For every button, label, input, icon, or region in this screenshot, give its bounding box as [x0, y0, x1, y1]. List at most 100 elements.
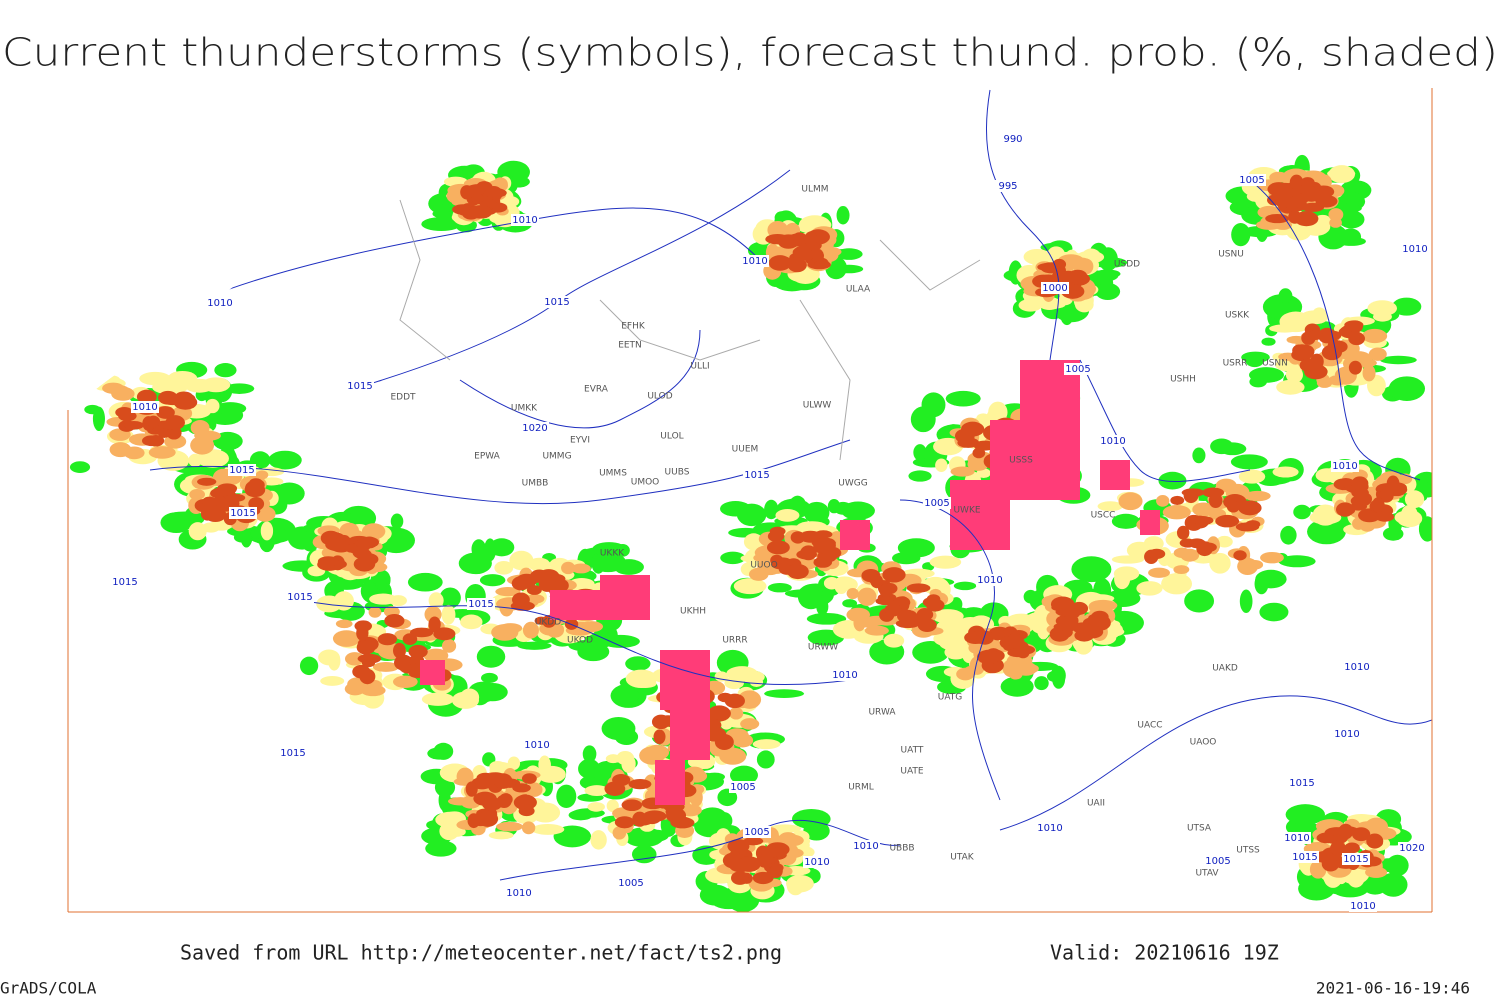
shade — [1316, 378, 1333, 388]
shade — [769, 526, 786, 536]
shade — [1058, 606, 1083, 617]
shade — [468, 205, 493, 219]
station-code: USHH — [1170, 375, 1196, 385]
shade — [892, 551, 921, 565]
isobar-label: 1010 — [977, 575, 1002, 586]
shade — [625, 656, 651, 672]
station-code: EPWA — [474, 452, 501, 462]
shade — [804, 231, 818, 248]
shade — [1261, 337, 1276, 346]
shade — [582, 745, 597, 763]
isobar-label: 1010 — [1402, 244, 1427, 255]
shade — [260, 521, 274, 541]
station-code: UACC — [1137, 721, 1162, 731]
shade — [92, 406, 105, 432]
shade — [1238, 469, 1266, 484]
station-code: UAKD — [1212, 664, 1238, 674]
shade — [522, 621, 539, 639]
shade — [1026, 664, 1039, 673]
shade — [468, 565, 486, 575]
isobar-label: 1015 — [1343, 854, 1368, 865]
shade — [699, 884, 731, 906]
shade — [1272, 466, 1299, 478]
shade — [1071, 556, 1112, 583]
shade — [188, 522, 207, 541]
shade — [1385, 482, 1407, 493]
shade — [884, 603, 902, 617]
isobar-label: 1015 — [744, 470, 769, 481]
high-prob — [840, 520, 870, 550]
shade — [451, 691, 480, 709]
shade — [1320, 834, 1338, 844]
isobar-label: 1010 — [1284, 833, 1309, 844]
shade — [1280, 525, 1297, 545]
station-code: URML — [848, 783, 874, 793]
shade — [517, 641, 552, 650]
isobar-label: 1010 — [1334, 729, 1359, 740]
shade — [827, 499, 841, 514]
shade — [556, 784, 577, 808]
station-code: USNN — [1262, 359, 1288, 369]
station-code: USSS — [1009, 456, 1033, 466]
isobar-label: 1015 — [544, 297, 569, 308]
isobar-label: 1015 — [229, 465, 254, 476]
shade — [156, 406, 175, 419]
station-code: USRR — [1223, 359, 1248, 369]
high-prob — [600, 575, 650, 600]
high-prob — [1100, 460, 1130, 490]
station-code: UUEM — [732, 445, 759, 455]
shade — [511, 592, 530, 607]
shade — [976, 413, 990, 423]
shade — [1063, 257, 1084, 270]
shade — [1162, 505, 1191, 520]
shade — [356, 640, 376, 655]
shade — [705, 708, 730, 720]
shade — [1202, 487, 1225, 498]
shade — [770, 863, 783, 879]
shade — [481, 672, 498, 684]
shade — [157, 428, 171, 438]
shade — [797, 221, 816, 233]
shade — [139, 371, 171, 386]
shade — [814, 259, 830, 269]
shade — [1046, 671, 1061, 682]
shade — [653, 729, 666, 745]
shade — [813, 556, 833, 568]
shade — [392, 675, 418, 689]
shade — [332, 630, 361, 647]
shade — [512, 783, 531, 793]
shade — [841, 501, 875, 520]
shade — [811, 538, 836, 548]
shade — [644, 829, 669, 842]
shade — [592, 542, 626, 556]
shade — [479, 574, 506, 587]
shade — [496, 821, 524, 832]
shade — [123, 421, 144, 430]
shade — [976, 649, 1001, 665]
shade — [384, 613, 405, 628]
shade — [568, 809, 593, 821]
station-code: USKK — [1225, 311, 1250, 321]
shade — [1397, 509, 1423, 528]
shade — [1293, 504, 1311, 520]
shade — [214, 363, 237, 378]
shade — [427, 747, 452, 760]
isobar-label: 1010 — [132, 402, 157, 413]
station-code: URRR — [722, 636, 747, 646]
station-code: UWKE — [953, 506, 980, 516]
shade — [1346, 866, 1365, 888]
shade — [1009, 669, 1023, 680]
shade — [913, 613, 930, 625]
high-prob — [420, 660, 445, 685]
station-code: ULAA — [846, 285, 871, 295]
shade — [1330, 840, 1346, 857]
shade — [1034, 676, 1049, 691]
shade — [1372, 497, 1385, 513]
shade — [421, 217, 462, 232]
shade — [1097, 501, 1123, 512]
shade — [752, 739, 781, 750]
shade — [743, 533, 764, 551]
shade — [299, 656, 319, 676]
shade — [521, 773, 537, 784]
shade — [1196, 541, 1213, 557]
